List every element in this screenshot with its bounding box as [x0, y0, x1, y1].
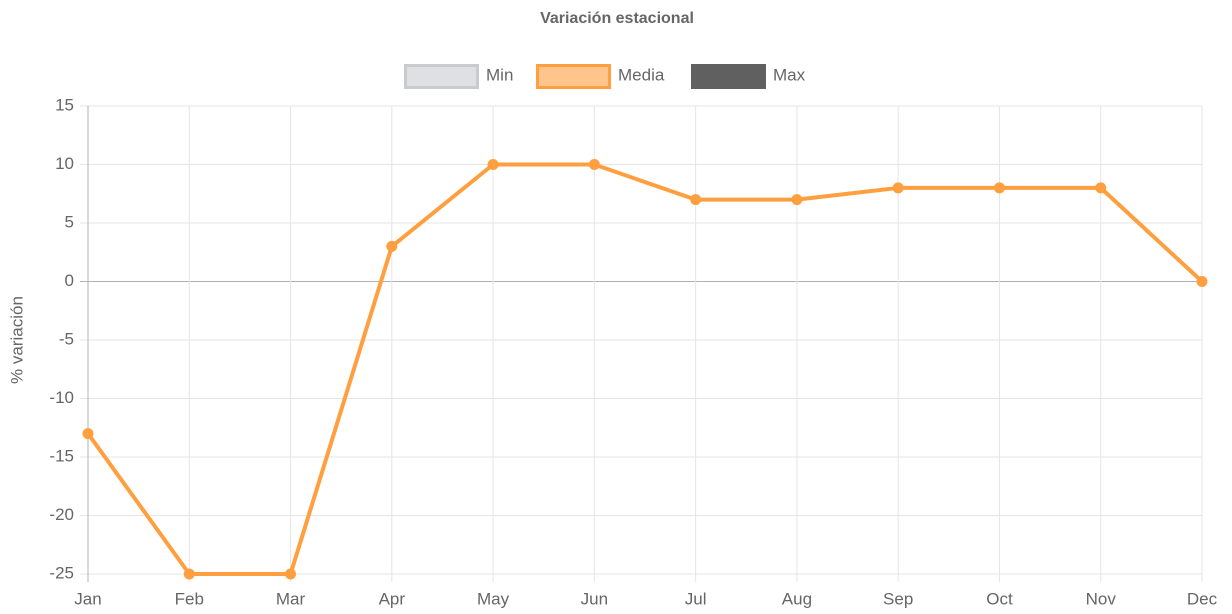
x-tick-label: May [477, 589, 510, 608]
data-point [1095, 182, 1107, 194]
legend-swatch [404, 64, 479, 89]
data-point [82, 428, 94, 440]
data-point [690, 194, 702, 206]
x-tick-label: Nov [1086, 589, 1117, 608]
data-point [183, 568, 195, 580]
x-tick-label: Dec [1187, 589, 1218, 608]
series-line [86, 162, 1204, 576]
x-tick-label: Feb [175, 589, 204, 608]
x-tick-label: Jan [74, 589, 101, 608]
chart-title: Variación estacional [540, 10, 694, 27]
y-tick-label: 0 [65, 271, 74, 290]
data-point [487, 159, 499, 170]
legend-swatch [691, 64, 766, 89]
y-tick-label: 10 [55, 154, 74, 173]
y-tick-label: -20 [49, 505, 74, 524]
legend-label: Media [618, 65, 665, 84]
x-tick-label: Oct [986, 589, 1013, 608]
data-point [791, 194, 803, 206]
x-tick-label: Sep [883, 589, 913, 608]
data-point [993, 182, 1005, 194]
y-tick-label: -5 [59, 329, 74, 348]
x-tick-label: Mar [276, 589, 306, 608]
x-tick-label: Jul [685, 589, 707, 608]
y-tick-label: -15 [49, 446, 74, 465]
y-tick-label: -25 [49, 563, 74, 582]
data-point [1196, 276, 1208, 287]
y-tick-label: 5 [65, 212, 74, 231]
y-tick-label: -10 [49, 388, 74, 407]
data-point [892, 182, 904, 194]
data-point [588, 159, 600, 170]
data-point [285, 568, 297, 580]
legend-label: Max [773, 65, 806, 84]
x-tick-label: Aug [782, 589, 812, 608]
x-tick-label: Apr [379, 589, 406, 608]
x-tick-label: Jun [581, 589, 608, 608]
data-point [386, 240, 398, 252]
y-axis-label: % variación [7, 296, 26, 384]
legend-label: Min [486, 65, 513, 84]
legend-swatch [536, 64, 611, 89]
y-tick-label: 15 [55, 95, 74, 114]
